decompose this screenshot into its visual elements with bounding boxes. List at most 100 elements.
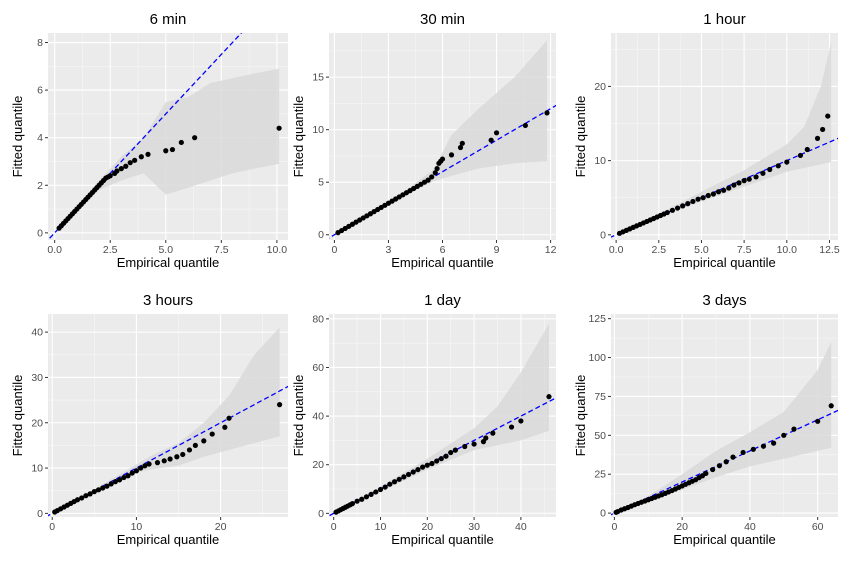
data-point [746,176,752,182]
data-point [226,415,232,421]
qq-panel-4: 0 10 20 0 10 20 30 40 3 hours Empirical quantile F… [10,292,288,547]
x-axis-label: Empirical quantile [117,255,220,270]
data-point [174,454,180,460]
data-point [410,469,416,475]
data-point [192,135,198,141]
data-point [349,501,356,507]
data-point [438,456,444,462]
data-point [146,461,152,467]
x-tick-label: 0 [611,521,617,533]
data-point [127,160,133,166]
data-point [276,402,283,408]
data-point [781,432,787,438]
y-tick-label: 30 [31,372,43,384]
data-point [771,440,777,446]
x-axis-label: Empirical quantile [117,532,220,547]
data-point [377,486,384,493]
x-tick-label: 40 [744,521,756,533]
data-point [443,453,449,459]
confidence-band [334,40,547,235]
data-point [730,454,736,460]
data-point [138,154,144,160]
x-tick-label: 0 [331,521,337,533]
data-point [726,185,732,191]
y-tick-label: 8 [37,37,43,49]
data-point [145,151,151,157]
y-tick-label: 2 [37,180,43,192]
data-point [424,462,430,468]
data-point [508,424,515,430]
data-point [797,152,804,159]
qq-panel-2: 0 3 6 9 12 0 5 10 15 30 min Empirical quantile Fitt… [291,11,557,270]
data-point [401,474,407,480]
x-tick-label: 20 [676,521,688,533]
x-tick-label: 2.5 [103,244,118,256]
y-axis-label: Fitted quantile [10,375,25,457]
x-tick-label: 3 [386,244,392,256]
data-point [815,418,821,424]
data-point [108,481,114,487]
x-axis-label: Empirical quantile [391,255,494,270]
x-tick-label: 7.5 [214,244,229,256]
x-tick-label: 40 [515,521,527,533]
data-point [448,152,455,158]
data-point [169,146,176,153]
x-tick-label: 60 [812,521,824,533]
data-point [715,189,722,195]
y-tick-label: 0 [600,229,606,241]
y-axis-label: Fitted quantile [291,375,306,457]
data-point [161,458,167,464]
data-point [680,203,686,209]
data-point [518,418,524,424]
x-tick-label: 2.5 [651,244,666,256]
qq-panel-5: 0 10 20 30 40 0 20 40 60 80 1 day Empirical quantil… [291,292,556,547]
data-point [439,156,446,162]
y-tick-label: 0 [318,508,324,520]
panel-title: 3 hours [143,292,193,309]
data-point [363,494,370,500]
data-point [820,126,826,133]
x-tick-label: 0 [331,244,337,256]
data-point [138,465,144,471]
data-point [544,110,550,116]
data-point [79,495,85,501]
x-tick-label: 20 [421,521,433,533]
confidence-band [333,323,549,514]
x-tick-label: 20 [215,521,227,533]
data-point [163,148,169,154]
x-axis-label: Empirical quantile [673,532,776,547]
data-point [448,449,454,456]
data-point [664,209,670,216]
data-point [368,491,374,497]
data-point [354,498,360,504]
y-tick-label: 4 [37,132,43,144]
y-tick-label: 20 [594,81,606,93]
data-point [132,157,138,163]
data-point [387,481,393,487]
x-tick-label: 12.5 [819,244,840,256]
data-point [493,130,500,136]
data-point [695,196,701,202]
data-point [546,394,552,400]
data-point [125,473,131,479]
panel-title: 30 min [420,11,465,28]
data-point [705,192,711,199]
data-point [420,464,426,470]
data-point [457,144,464,151]
y-tick-label: 10 [312,124,324,136]
data-point [828,403,834,409]
y-axis-label: Fitted quantile [573,375,588,457]
x-tick-label: 5.0 [694,244,709,256]
x-tick-label: 9 [494,244,500,256]
data-point [490,430,496,436]
x-axis-label: Empirical quantile [391,532,494,547]
data-point [121,474,127,481]
data-point [700,195,706,201]
data-point [104,483,110,489]
qq-panel-6: 0 20 40 60 0 25 50 75 100 125 3 days Empirical quan… [573,292,838,547]
confidence-band [614,342,832,514]
y-tick-label: 80 [312,313,324,325]
data-point [180,451,186,458]
qq-panel-3: 0.0 2.5 5.0 7.5 10.0 12.5 0 10 20 1 hour Empirical… [573,11,840,270]
data-point [736,180,742,186]
